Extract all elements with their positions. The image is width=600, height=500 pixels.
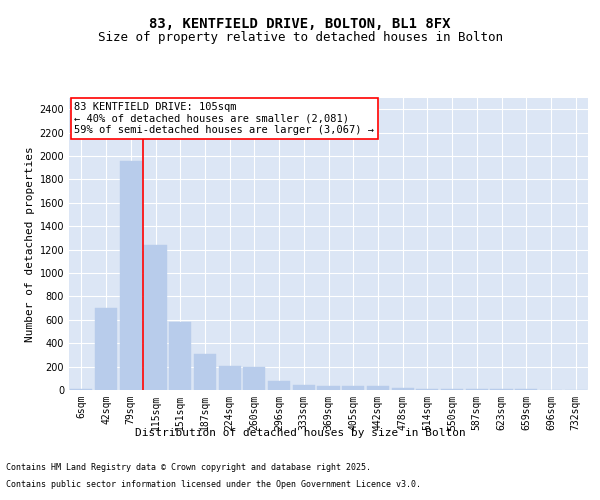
Bar [243, 366, 265, 390]
Bar [293, 384, 315, 390]
Text: Contains HM Land Registry data © Crown copyright and database right 2025.: Contains HM Land Registry data © Crown c… [6, 464, 371, 472]
Text: Size of property relative to detached houses in Bolton: Size of property relative to detached ho… [97, 31, 503, 44]
Text: 83 KENTFIELD DRIVE: 105sqm
← 40% of detached houses are smaller (2,081)
59% of s: 83 KENTFIELD DRIVE: 105sqm ← 40% of deta… [74, 102, 374, 135]
Text: Contains public sector information licensed under the Open Government Licence v3: Contains public sector information licen… [6, 480, 421, 489]
Bar [169, 322, 191, 390]
Bar [416, 388, 439, 390]
Bar [70, 389, 92, 390]
Text: Distribution of detached houses by size in Bolton: Distribution of detached houses by size … [134, 428, 466, 438]
Y-axis label: Number of detached properties: Number of detached properties [25, 146, 35, 342]
Bar [441, 388, 463, 390]
Bar [367, 386, 389, 390]
Bar [119, 160, 142, 390]
Bar [218, 366, 241, 390]
Bar [194, 354, 216, 390]
Bar [95, 308, 117, 390]
Bar [317, 386, 340, 390]
Bar [145, 245, 167, 390]
Bar [342, 386, 364, 390]
Text: 83, KENTFIELD DRIVE, BOLTON, BL1 8FX: 83, KENTFIELD DRIVE, BOLTON, BL1 8FX [149, 18, 451, 32]
Bar [515, 389, 538, 390]
Bar [392, 388, 414, 390]
Bar [268, 380, 290, 390]
